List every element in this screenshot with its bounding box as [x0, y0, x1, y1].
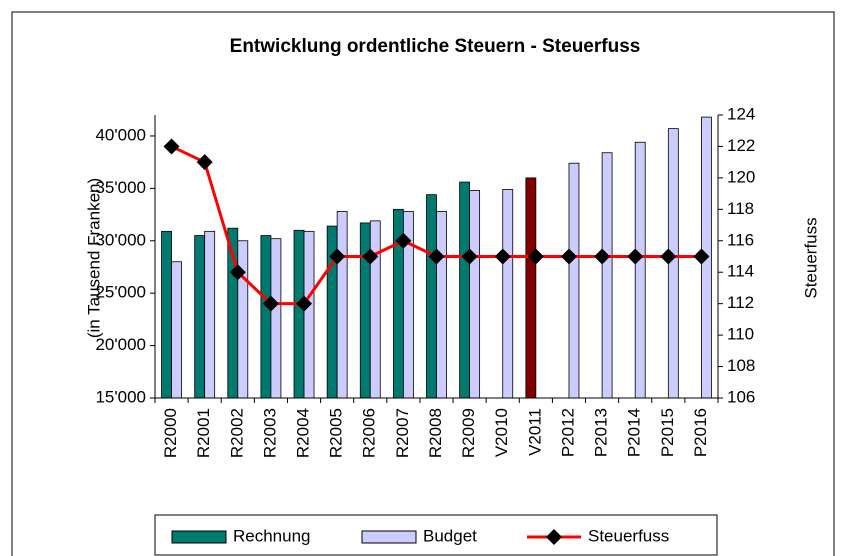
y2-tick-label: 106 — [727, 387, 755, 406]
x-tick-label: R2002 — [227, 408, 246, 458]
x-tick-label: V2010 — [492, 408, 511, 457]
bar — [303, 230, 315, 399]
bar — [260, 235, 272, 399]
y-tick-label: 30'000 — [95, 230, 146, 249]
marker — [560, 248, 577, 265]
x-tick-label: P2013 — [592, 408, 611, 457]
marker — [494, 248, 511, 265]
bar — [194, 235, 206, 399]
bar — [525, 177, 537, 399]
x-tick-label: R2007 — [393, 408, 412, 458]
marker — [196, 154, 213, 171]
bar — [667, 128, 679, 399]
y2-tick-label: 120 — [727, 167, 755, 186]
marker — [660, 248, 677, 265]
marker — [693, 248, 710, 265]
y2-tick-label: 118 — [727, 199, 754, 218]
y2-axis-title: Steuerfuss — [801, 217, 820, 298]
legend-box — [154, 514, 718, 556]
y-tick-label: 35'000 — [95, 178, 146, 197]
bar — [270, 238, 282, 399]
bar — [359, 222, 371, 399]
y2-tick-label: 112 — [727, 293, 754, 312]
bar — [293, 229, 305, 399]
chart-title: Entwicklung ordentliche Steuern - Steuer… — [230, 36, 641, 57]
x-tick-label: R2000 — [161, 408, 180, 458]
marker — [627, 248, 644, 265]
marker — [229, 264, 246, 281]
y2-tick-label: 114 — [727, 262, 754, 281]
marker — [163, 138, 180, 155]
x-tick-label: P2015 — [658, 408, 677, 457]
y2-tick-label: 108 — [727, 356, 755, 375]
bar — [336, 211, 348, 399]
y-tick-label: 15'000 — [95, 387, 146, 406]
bar — [634, 141, 646, 399]
marker — [461, 248, 478, 265]
bar — [204, 230, 216, 399]
marker — [428, 248, 445, 265]
x-tick-label: R2009 — [459, 408, 478, 458]
marker — [329, 248, 346, 265]
y2-tick-label: 116 — [727, 230, 754, 249]
x-tick-label: R2006 — [360, 408, 379, 458]
y-tick-label: 20'000 — [95, 335, 146, 354]
bar — [426, 194, 437, 399]
marker — [362, 248, 379, 265]
legend-label: Steuerfuss — [588, 526, 669, 545]
bar — [568, 162, 580, 399]
legend-swatch — [361, 530, 417, 544]
y2-tick-label: 110 — [727, 325, 754, 344]
y-tick-label: 25'000 — [95, 283, 146, 302]
x-tick-label: R2005 — [327, 408, 346, 458]
legend-swatch — [171, 530, 227, 544]
x-tick-label: R2004 — [294, 408, 313, 458]
bar — [601, 152, 613, 399]
bar — [436, 211, 447, 399]
x-tick-label: P2012 — [558, 408, 577, 457]
bar — [469, 190, 481, 399]
chart-frame — [11, 11, 835, 556]
marker — [527, 248, 544, 265]
legend-label: Rechnung — [233, 526, 311, 545]
bar — [459, 181, 471, 399]
y2-tick-label: 122 — [727, 136, 755, 155]
x-tick-label: R2003 — [260, 408, 279, 458]
marker — [395, 232, 412, 249]
bar — [161, 230, 172, 399]
y2-tick-label: 124 — [727, 104, 755, 123]
x-tick-label: V2011 — [525, 408, 544, 456]
legend-marker — [546, 529, 562, 545]
x-tick-label: P2014 — [625, 408, 644, 457]
x-tick-label: R2001 — [194, 408, 213, 458]
marker — [262, 295, 279, 312]
x-tick-label: R2008 — [426, 408, 445, 458]
legend-label: Budget — [423, 526, 477, 545]
bar — [369, 220, 381, 399]
bar — [237, 240, 249, 399]
y-tick-label: 40'000 — [95, 125, 146, 144]
y-axis-title: (in Tausend Franken) — [84, 178, 103, 338]
marker — [594, 248, 611, 265]
bar — [502, 189, 514, 399]
bar — [171, 261, 182, 399]
marker — [296, 295, 313, 312]
x-tick-label: P2016 — [691, 408, 710, 457]
